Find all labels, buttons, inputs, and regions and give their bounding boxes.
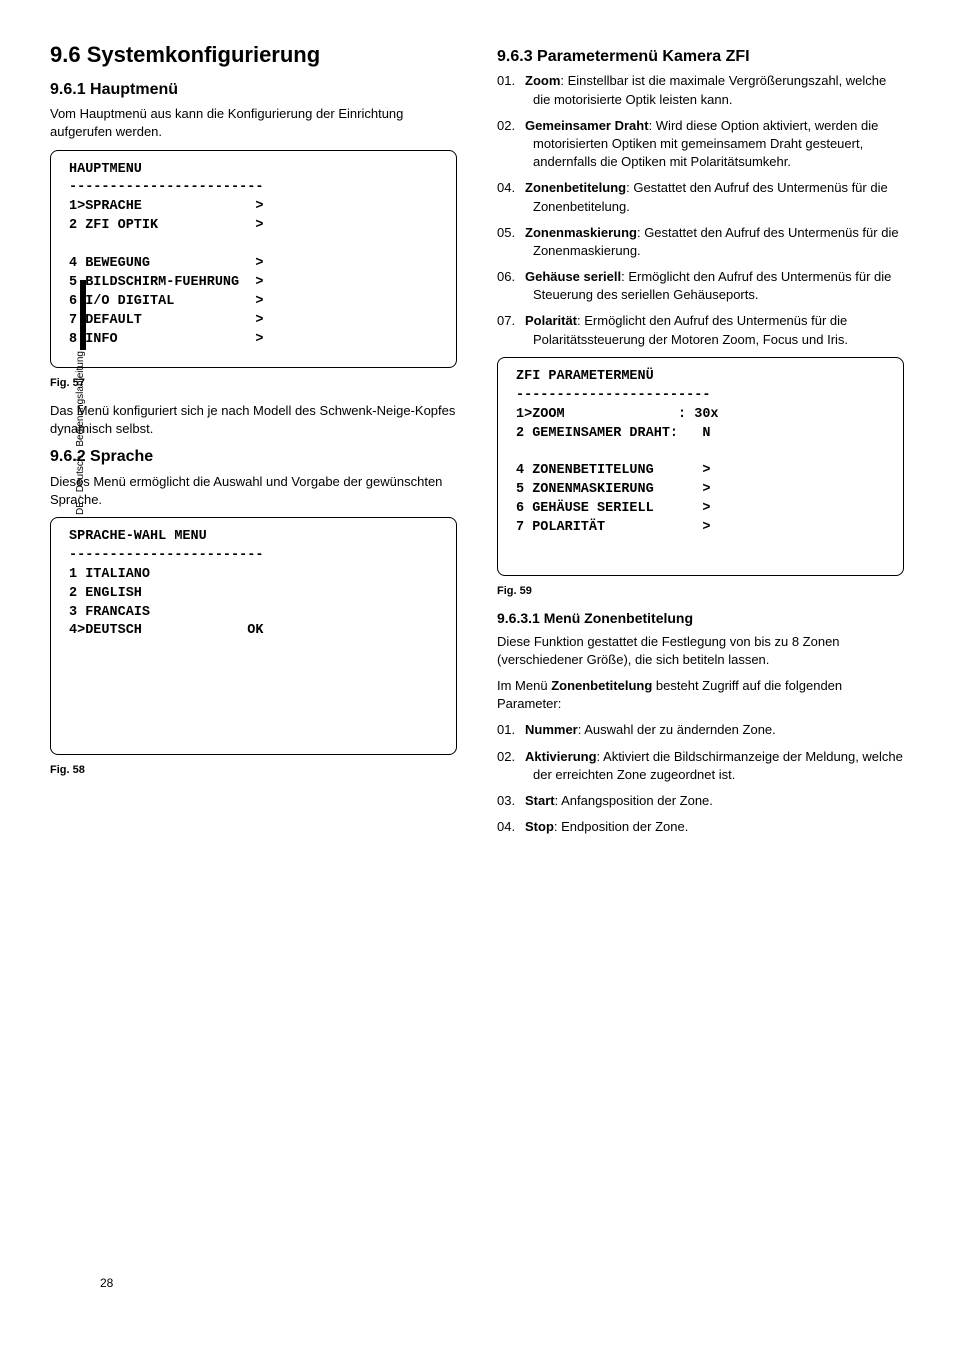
left-column: 9.6 Systemkonfigurierung 9.6.1 Hauptmenü… [50,40,457,844]
item-number: 02. [497,117,525,135]
page-number: 28 [100,1275,113,1292]
list-item: 03.Start: Anfangsposition der Zone. [497,792,904,810]
list-item: 05.Zonenmaskierung: Gestattet den Aufruf… [497,224,904,260]
item-bold: Zonenbetitelung [525,180,626,195]
para-961-2: Das Menü konfiguriert sich je nach Model… [50,402,457,438]
item-number: 03. [497,792,525,810]
heading-962: 9.6.2 Sprache [50,446,457,468]
item-number: 07. [497,312,525,330]
fig-59: Fig. 59 [497,584,904,599]
list-item: 02.Gemeinsamer Draht: Wird diese Option … [497,117,904,172]
list-item: 01.Zoom: Einstellbar ist die maximale Ve… [497,72,904,108]
item-number: 01. [497,72,525,90]
side-tab-bar [80,280,86,350]
item-text: : Anfangsposition der Zone. [555,793,713,808]
heading-main: 9.6 Systemkonfigurierung [50,40,457,71]
item-bold: Start [525,793,555,808]
list-item: 01.Nummer: Auswahl der zu ändernden Zone… [497,721,904,739]
item-bold: Polarität [525,313,577,328]
item-bold: Zonenmaskierung [525,225,637,240]
item-bold: Aktivierung [525,749,597,764]
item-text: : Endposition der Zone. [554,819,688,834]
item-bold: Gemeinsamer Draht [525,118,649,133]
list-item: 06.Gehäuse seriell: Ermöglicht den Aufru… [497,268,904,304]
menu-hauptmenu: HAUPTMENU ------------------------ 1>SPR… [50,150,457,369]
para-962-1: Dieses Menü ermöglicht die Auswahl und V… [50,473,457,509]
para-9631-1: Diese Funktion gestattet die Festlegung … [497,633,904,669]
item-text: : Einstellbar ist die maximale Vergrößer… [533,73,886,106]
list-item: 04.Stop: Endposition der Zone. [497,818,904,836]
item-bold: Stop [525,819,554,834]
para-9631-2: Im Menü Zonenbetitelung besteht Zugriff … [497,677,904,713]
item-text: : Ermöglicht den Aufruf des Untermenüs f… [533,313,848,346]
list-963: 01.Zoom: Einstellbar ist die maximale Ve… [497,72,904,348]
item-bold: Nummer [525,722,578,737]
list-item: 04.Zonenbetitelung: Gestattet den Aufruf… [497,179,904,215]
right-column: 9.6.3 Parametermenü Kamera ZFI 01.Zoom: … [497,40,904,844]
list-item: 07.Polarität: Ermöglicht den Aufruf des … [497,312,904,348]
heading-963: 9.6.3 Parametermenü Kamera ZFI [497,46,904,68]
item-number: 01. [497,721,525,739]
item-number: 06. [497,268,525,286]
item-number: 05. [497,224,525,242]
item-bold: Zoom [525,73,560,88]
side-tab: DE - Deutsch - Bedienungslanleitung [70,280,88,520]
menu-sprache: SPRACHE-WAHL MENU ----------------------… [50,517,457,755]
bold: Zonenbetitelung [551,678,652,693]
para-961-1: Vom Hauptmenü aus kann die Konfigurierun… [50,105,457,141]
side-tab-label: DE - Deutsch - Bedienungslanleitung [74,351,88,515]
menu-zfi: ZFI PARAMETERMENÜ ----------------------… [497,357,904,576]
heading-961: 9.6.1 Hauptmenü [50,79,457,101]
heading-9631: 9.6.3.1 Menü Zonenbetitelung [497,609,904,629]
item-number: 02. [497,748,525,766]
text: Im Menü [497,678,551,693]
item-number: 04. [497,179,525,197]
fig-58: Fig. 58 [50,763,457,778]
list-9631: 01.Nummer: Auswahl der zu ändernden Zone… [497,721,904,836]
fig-57: Fig. 57 [50,376,457,391]
list-item: 02.Aktivierung: Aktiviert die Bildschirm… [497,748,904,784]
item-text: : Auswahl der zu ändernden Zone. [578,722,776,737]
item-number: 04. [497,818,525,836]
item-bold: Gehäuse seriell [525,269,621,284]
